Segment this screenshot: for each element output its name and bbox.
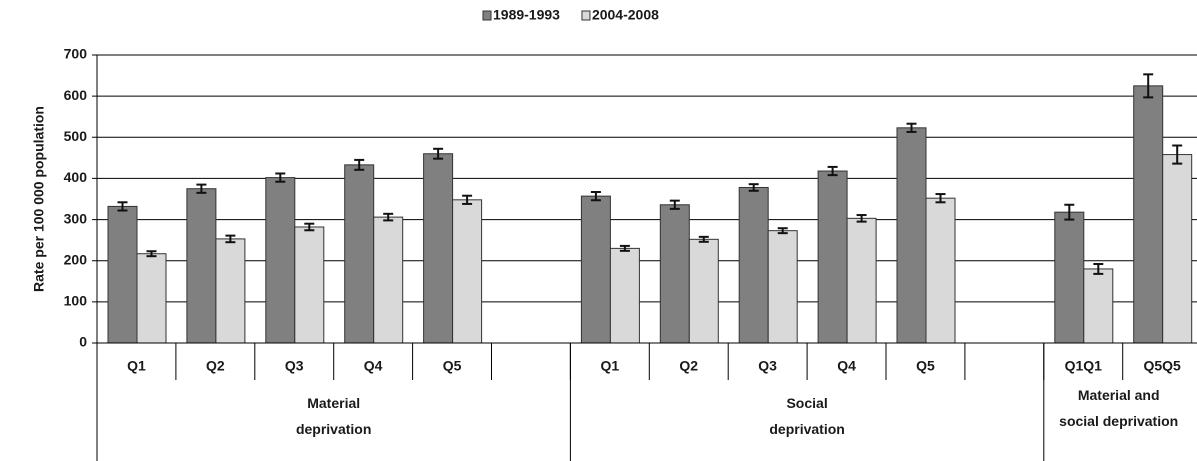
- bar: [265, 177, 296, 344]
- error-bar: [827, 165, 838, 177]
- bar: [136, 253, 167, 344]
- x-tick-label: Q1: [127, 358, 146, 374]
- bar: [659, 204, 690, 344]
- error-bar: [698, 235, 709, 243]
- bar: [107, 205, 138, 344]
- y-tick-label: 700: [64, 46, 88, 62]
- error-bar: [304, 222, 315, 232]
- error-bar: [117, 201, 128, 212]
- error-bar: [906, 122, 917, 133]
- legend-label: 2004-2008: [592, 7, 659, 23]
- bar: [846, 217, 877, 344]
- error-bar: [935, 193, 946, 204]
- bar: [580, 195, 611, 344]
- bar: [294, 226, 325, 344]
- y-tick-label: 300: [64, 210, 88, 226]
- error-bar: [462, 194, 473, 205]
- x-tick-label: Q1: [601, 358, 620, 374]
- error-bar: [383, 212, 394, 222]
- error-bar: [275, 172, 286, 183]
- x-tick-label: Q3: [758, 358, 777, 374]
- error-bar: [1172, 144, 1183, 165]
- error-bar: [748, 183, 759, 192]
- legend-label: 1989-1993: [493, 7, 560, 23]
- x-tick-label: Q4: [837, 358, 856, 374]
- error-bar: [146, 250, 157, 258]
- x-tick-label: Q4: [364, 358, 383, 374]
- x-tick-label: Q3: [285, 358, 304, 374]
- group-label: Material deprivation: [295, 395, 372, 437]
- error-bar: [590, 191, 601, 202]
- bar: [767, 230, 798, 344]
- bar: [373, 216, 404, 344]
- y-axis-label: Rate per 100 000 population: [31, 106, 47, 292]
- legend-swatch: [581, 10, 591, 21]
- error-bar: [1143, 73, 1154, 99]
- y-tick-label: 400: [64, 169, 88, 185]
- y-tick-label: 100: [64, 293, 88, 309]
- group-label: Social deprivation: [769, 395, 845, 437]
- bar: [1083, 268, 1114, 344]
- bar: [186, 188, 217, 344]
- error-bar: [669, 199, 680, 210]
- bar: [925, 197, 956, 344]
- bar: [609, 247, 640, 344]
- error-bar: [225, 234, 236, 244]
- y-tick-label: 0: [79, 334, 87, 350]
- error-bar: [777, 227, 788, 235]
- x-tick-label: Q5: [916, 358, 935, 374]
- legend-swatch: [482, 10, 492, 21]
- error-bar: [354, 158, 365, 171]
- x-tick-label: Q5Q5: [1143, 358, 1181, 374]
- bar: [738, 186, 769, 344]
- y-tick-label: 600: [64, 87, 88, 103]
- error-bar: [856, 214, 867, 223]
- error-bar: [619, 244, 630, 252]
- group-label: Material and social deprivation: [1059, 387, 1179, 429]
- x-tick-label: Q2: [206, 358, 225, 374]
- error-bar: [433, 147, 444, 160]
- error-bar: [196, 183, 207, 194]
- bar: [452, 199, 483, 344]
- bar: [1054, 211, 1085, 344]
- error-bar: [1064, 203, 1075, 221]
- y-tick-label: 500: [64, 128, 88, 144]
- error-bar: [1093, 263, 1104, 275]
- bar: [896, 127, 927, 344]
- bar: [344, 164, 375, 344]
- bar: [688, 238, 719, 344]
- bar: [215, 238, 246, 344]
- x-tick-label: Q1Q1: [1065, 358, 1103, 374]
- y-tick-label: 200: [64, 251, 88, 267]
- x-tick-label: Q2: [679, 358, 698, 374]
- x-tick-label: Q5: [443, 358, 462, 374]
- bar: [423, 153, 454, 344]
- bar: [1162, 154, 1193, 344]
- bar: [817, 170, 848, 344]
- bar: [1133, 85, 1164, 344]
